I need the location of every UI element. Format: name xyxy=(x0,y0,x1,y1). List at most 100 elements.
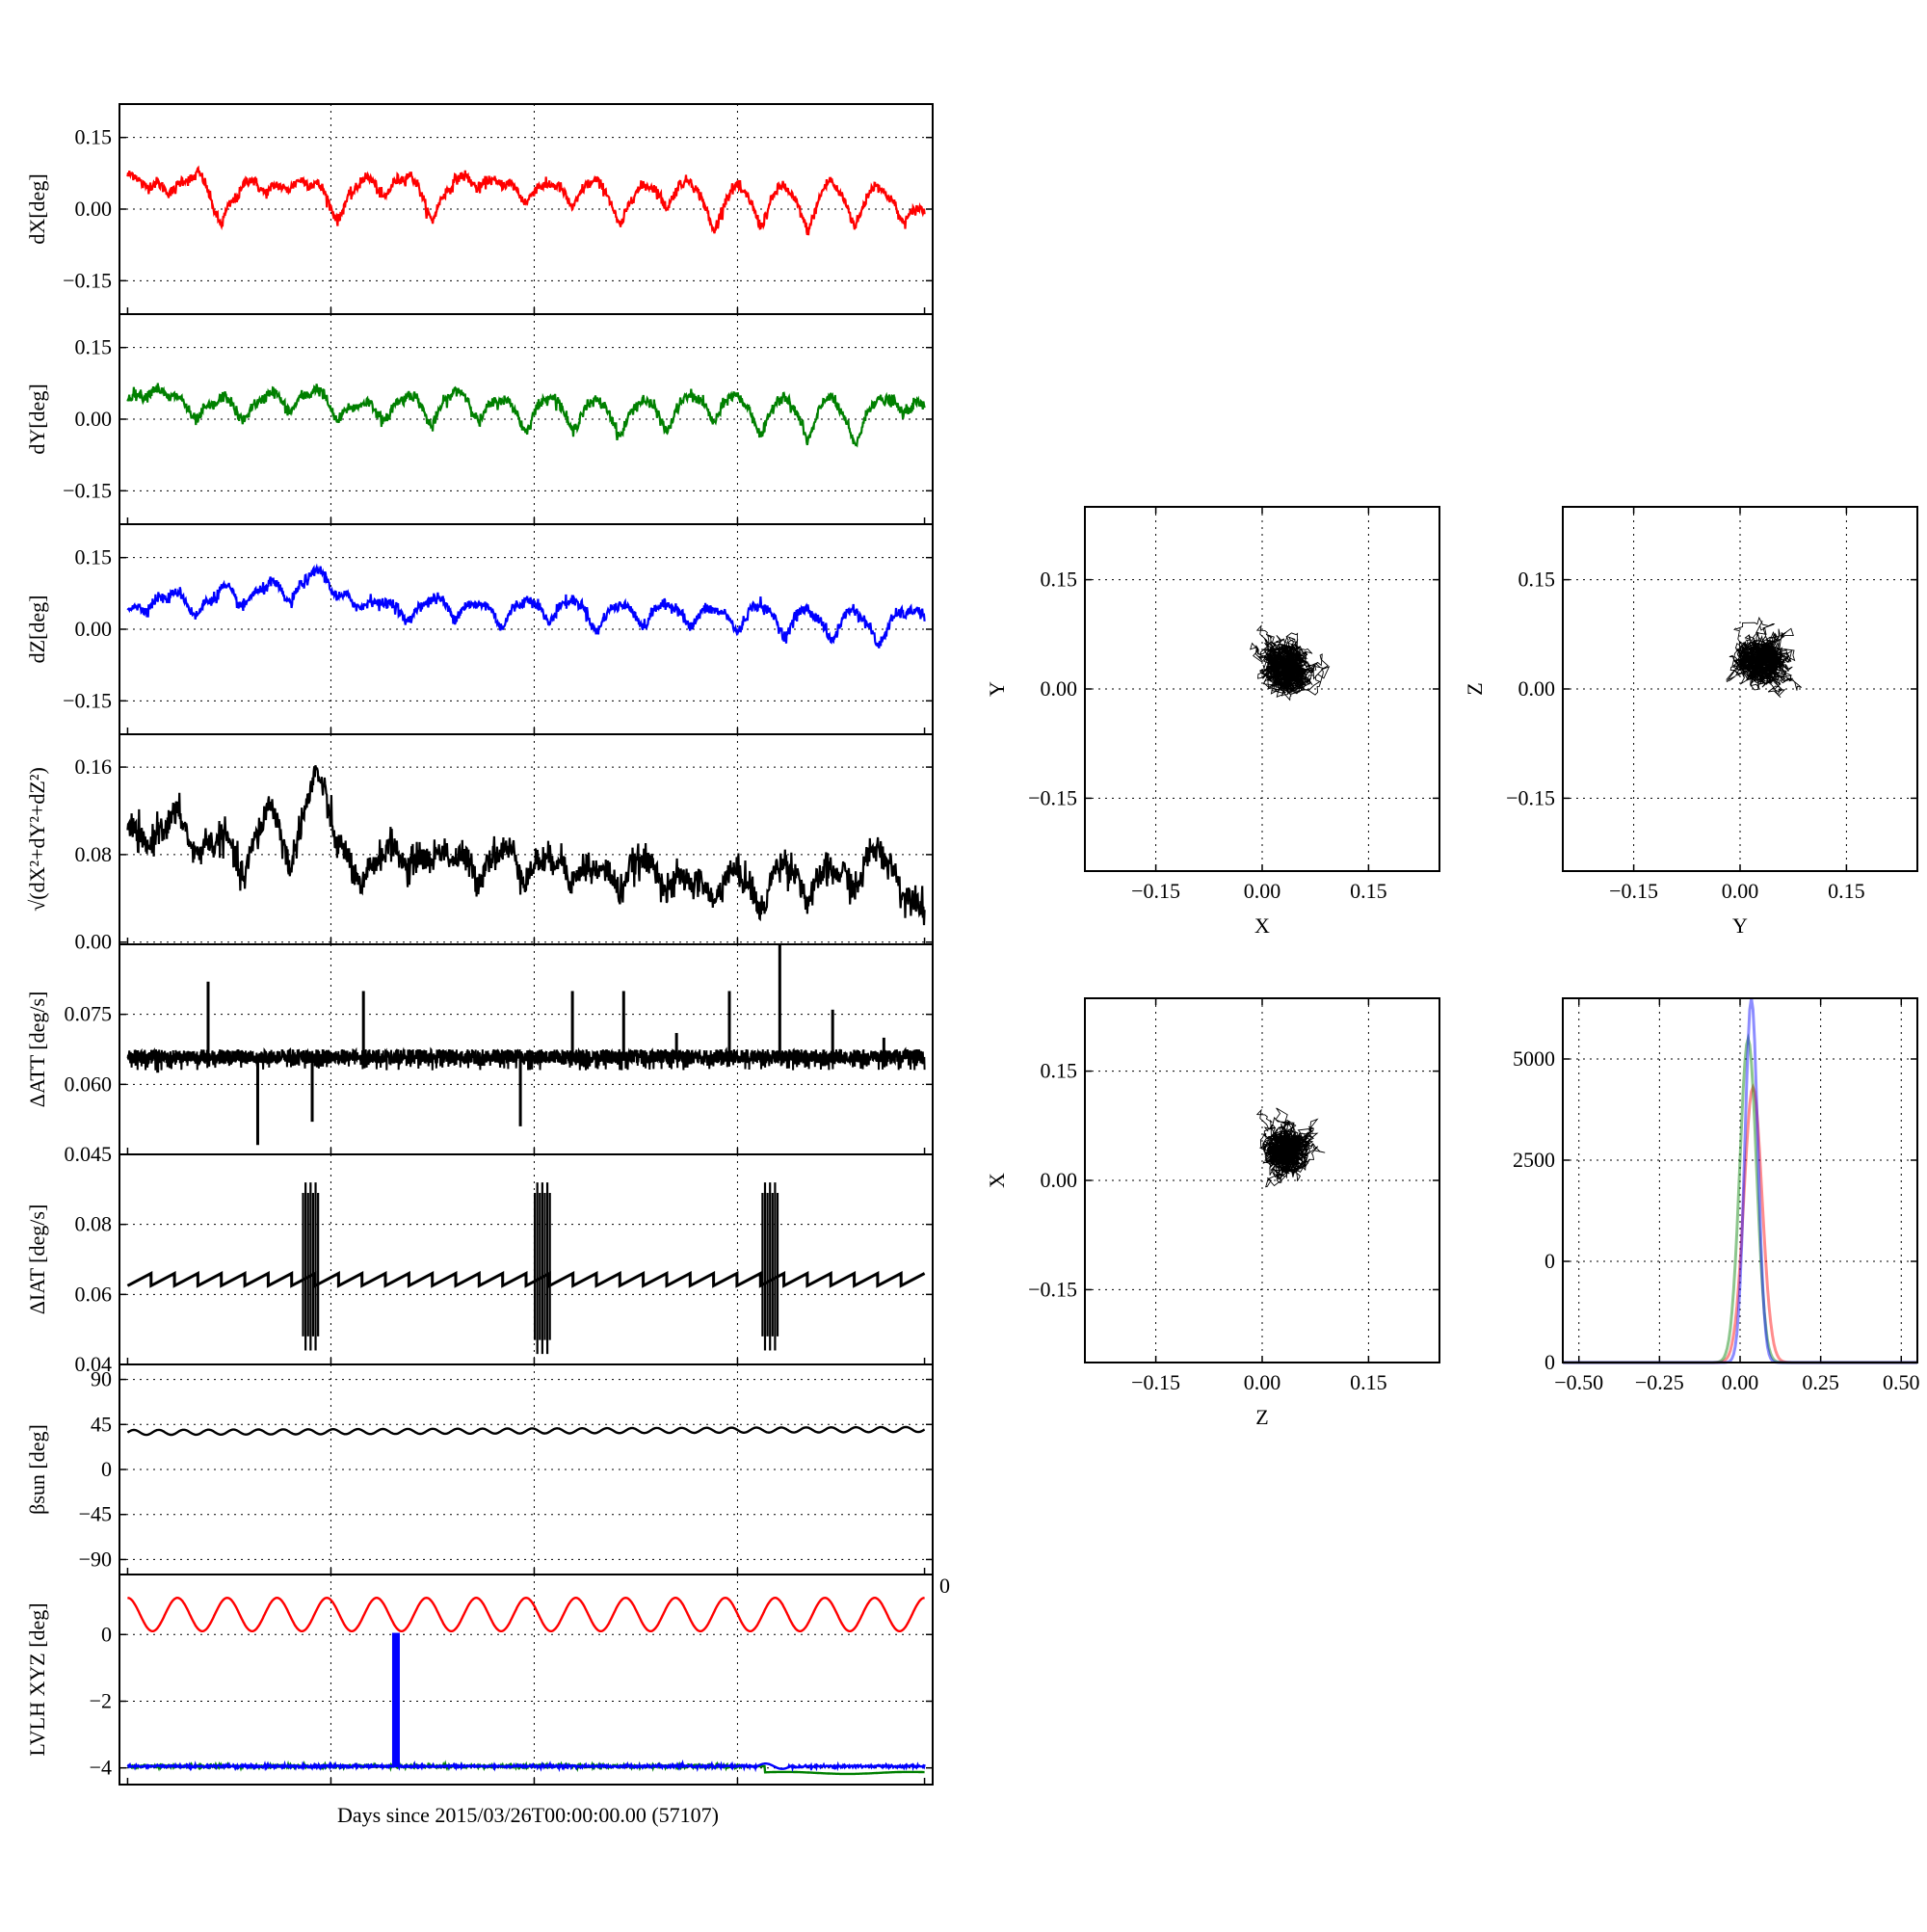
axes-frame xyxy=(119,943,934,1155)
tick-marks xyxy=(1085,998,1439,1363)
y-tick-label: 0.15 xyxy=(1041,1059,1078,1083)
y-tick-label: 0.00 xyxy=(1041,1168,1078,1192)
y-tick-label: 0.060 xyxy=(65,1072,113,1096)
series-line xyxy=(126,563,926,648)
tick-marks xyxy=(119,766,933,943)
panel-mag: 0.00 0.08 0.16 √(dX²+dY²+dZ²) xyxy=(25,733,934,954)
y-tick-label: −90 xyxy=(79,1547,112,1571)
y-tick-label: 0.00 xyxy=(75,930,113,954)
x-tick-label: −0.15 xyxy=(1609,879,1658,903)
y-tick-label: 0.00 xyxy=(75,197,113,221)
series-line xyxy=(126,1759,926,1773)
y-tick-label: 0.15 xyxy=(75,335,113,359)
series-line xyxy=(126,1271,926,1288)
panel-hist: 0 2500 5000 −0.50 −0.25 0.00 0.25 0.50 0 xyxy=(1513,997,1920,1394)
x-tick-label: −0.15 xyxy=(1131,1370,1180,1394)
series-group xyxy=(126,764,926,926)
x-tick-label: 0.00 xyxy=(1244,1370,1281,1394)
y-axis-label: dZ[deg] xyxy=(25,595,49,664)
y-tick-label: 0 xyxy=(1544,1249,1555,1273)
y-tick-label: −2 xyxy=(90,1688,112,1712)
x-axis-label: X xyxy=(1254,913,1270,938)
axes-frame xyxy=(1084,506,1440,872)
y-tick-label: 0 xyxy=(101,1457,112,1481)
y-tick-label: 0.00 xyxy=(1041,676,1078,701)
y-axis-label: √(dX²+dY²+dZ²) xyxy=(25,767,49,912)
grid-lines xyxy=(119,104,933,314)
spike-bar xyxy=(391,1632,400,1766)
series-group xyxy=(126,165,926,236)
series-line xyxy=(126,1425,926,1437)
y-tick-label: 0.15 xyxy=(75,545,113,569)
series-line xyxy=(127,1596,925,1633)
y-tick-label: 0.00 xyxy=(75,617,113,641)
y-tick-label: −45 xyxy=(79,1502,112,1526)
y-tick-label: 2500 xyxy=(1513,1148,1555,1172)
x-tick-label: 0.00 xyxy=(1244,879,1281,903)
x-tick-label: −0.50 xyxy=(1554,1370,1603,1394)
grid-lines xyxy=(1563,507,1917,871)
y-tick-label: 0.15 xyxy=(75,125,113,149)
grid-lines xyxy=(1563,998,1917,1363)
y-tick-label: 0.04 xyxy=(75,1352,113,1376)
tick-marks xyxy=(1563,998,1917,1363)
grid-lines xyxy=(119,1575,933,1785)
x-tick-label: 0.00 xyxy=(1722,1370,1759,1394)
x-tick-label: 0.00 xyxy=(1722,879,1759,903)
y-tick-label: −0.15 xyxy=(1028,1277,1077,1301)
panel-xy: −0.15 0.00 0.15 −0.15 0.00 0.15 X Y xyxy=(985,506,1440,938)
y-tick-label: 0.045 xyxy=(65,1142,113,1166)
axes-frame xyxy=(1562,997,1918,1363)
y-tick-label: 45 xyxy=(91,1412,112,1436)
series-line xyxy=(126,165,926,236)
series-group xyxy=(126,1596,926,1776)
y-tick-label: −0.15 xyxy=(1506,785,1555,809)
panel-beta: −90 −45 0 45 90 βsun [deg] xyxy=(25,1363,934,1575)
panel-datt: 0.045 0.060 0.075 ΔATT [deg/s] xyxy=(25,943,934,1166)
y-tick-label: −0.15 xyxy=(63,688,112,712)
y-tick-label: 0.15 xyxy=(1041,568,1078,592)
y-axis-label: ΔATT [deg/s] xyxy=(25,992,49,1108)
series-group xyxy=(126,383,926,448)
grid-lines xyxy=(119,314,933,524)
tick-marks xyxy=(119,346,933,492)
panel-dy: −0.15 0.00 0.15 dY[deg] xyxy=(25,313,934,525)
series-line xyxy=(126,764,926,926)
y-tick-label: 0.16 xyxy=(75,754,113,779)
panel-diat: 0.04 0.06 0.08 ΔIAT [deg/s] xyxy=(25,1153,934,1376)
tick-marks xyxy=(119,136,933,282)
grid-lines xyxy=(119,1154,933,1365)
panel-lvlh: −4 −2 0 LVLH XYZ [deg] xyxy=(25,1574,934,1786)
series-line xyxy=(126,1046,926,1071)
y-tick-label: 5000 xyxy=(1513,1046,1555,1071)
series-group xyxy=(126,1425,926,1437)
x-tick-label: 0.15 xyxy=(1828,879,1865,903)
axes-frame xyxy=(1084,997,1440,1363)
y-tick-label: −0.15 xyxy=(1028,785,1077,809)
y-tick-label: −0.15 xyxy=(63,478,112,502)
panel-yz: −0.15 0.00 0.15 −0.15 0.00 0.15 Y Z xyxy=(1463,506,1918,938)
y-axis-label: ΔIAT [deg/s] xyxy=(25,1204,49,1315)
trajectory-line xyxy=(1250,624,1331,701)
y-tick-label: 0.075 xyxy=(65,1002,113,1026)
stray-tick-label: 0 xyxy=(939,1574,950,1598)
x-tick-label: 0.15 xyxy=(1350,1370,1387,1394)
tick-marks xyxy=(119,556,933,702)
common-x-axis-label: Days since 2015/03/26T00:00:00.00 (57107… xyxy=(337,1803,719,1827)
y-axis-label: βsun [deg] xyxy=(25,1424,49,1515)
x-axis-label: Z xyxy=(1255,1405,1268,1429)
series-group xyxy=(126,1182,926,1355)
x-tick-label: −0.15 xyxy=(1131,879,1180,903)
y-tick-label: 0.15 xyxy=(1518,568,1556,592)
axes-frame xyxy=(119,733,934,945)
panel-dx: −0.15 0.00 0.15 dX[deg] xyxy=(25,103,934,315)
grid-lines xyxy=(1085,507,1439,871)
y-axis-label: dX[deg] xyxy=(25,173,49,244)
y-tick-label: 0 xyxy=(1544,1350,1555,1374)
axes-frame xyxy=(119,1153,934,1365)
grid-lines xyxy=(1085,998,1439,1363)
x-tick-label: −0.25 xyxy=(1635,1370,1684,1394)
y-tick-label: 0.08 xyxy=(75,1212,113,1236)
